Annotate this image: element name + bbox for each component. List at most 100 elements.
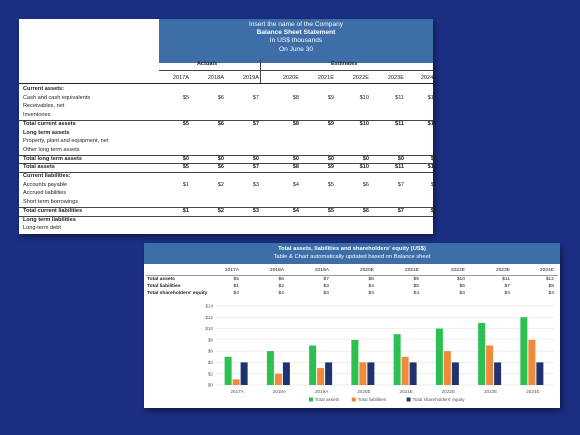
row-value: $0: [327, 155, 334, 162]
y-tick-label: $12: [205, 315, 213, 320]
bar-total-liabilities: [443, 351, 451, 385]
bar-total-assets: [435, 328, 443, 385]
row-value: $8: [292, 120, 299, 127]
summary-row-value: $4: [323, 291, 329, 296]
row-label: Inventories: [23, 112, 51, 119]
row-label: Long term assets: [23, 129, 70, 136]
row-value: $6: [217, 120, 224, 127]
legend-swatch: [406, 397, 411, 402]
bar-total-liabilities: [317, 368, 325, 385]
legend-label: Total assets: [315, 397, 340, 402]
year-header: 2022E: [352, 75, 369, 81]
row-value: $8: [430, 207, 437, 214]
summary-row-value: $4: [278, 291, 284, 296]
summary-row-value: $4: [233, 291, 239, 296]
assets-liabilities-equity-bar-chart: $0 $2 $4 $6 $8 $10 $12 $14 2017A 2018A 2019A 2020E 2…: [205, 304, 554, 402]
statement-title: Balance Sheet Statement: [256, 29, 336, 37]
row-value: $5: [182, 94, 189, 101]
header-bottom-rule: [19, 83, 433, 84]
summary-row-value: $6: [459, 284, 465, 289]
summary-row-value: $1: [233, 284, 239, 289]
row-separator: [19, 154, 433, 156]
y-tick-label: $6: [208, 349, 214, 354]
row-value: $11: [395, 94, 404, 101]
bar-total-shareholders-equity: [367, 362, 375, 385]
row-value: $10: [359, 164, 369, 171]
year-header: 2019A: [242, 75, 259, 81]
row-value: $4: [292, 181, 299, 188]
row-value: $7: [397, 207, 404, 214]
x-tick-label: 2022E: [442, 389, 455, 394]
bar-total-liabilities: [528, 339, 536, 385]
row-value: $8: [292, 164, 299, 171]
summary-row-value: $4: [459, 291, 465, 296]
row-value: $5: [182, 120, 189, 127]
row-value: $0: [217, 155, 224, 162]
summary-row-value: $10: [456, 277, 465, 282]
summary-header-rule: [146, 275, 558, 276]
row-value: $9: [327, 94, 334, 101]
row-label: Other long term assets: [23, 146, 80, 153]
bar-total-shareholders-equity: [240, 362, 248, 385]
row-separator: [19, 172, 433, 173]
summary-chart-sheet: Total assets, liabilities and shareholde…: [144, 243, 560, 408]
x-tick-label: 2024E: [526, 389, 539, 394]
row-separator: [19, 206, 433, 208]
row-value: $3: [252, 181, 259, 188]
row-value: $11: [394, 120, 404, 127]
row-value: $9: [327, 164, 334, 171]
bar-total-assets: [266, 351, 274, 385]
y-tick-label: $4: [208, 360, 214, 365]
bar-total-liabilities: [232, 379, 240, 385]
row-label: Total current liabilities: [23, 207, 83, 214]
row-value: $0: [362, 155, 369, 162]
summary-row-value: $6: [278, 277, 284, 282]
bar-total-assets: [351, 339, 359, 385]
row-value: $0: [292, 155, 299, 162]
summary-row-value: $7: [323, 277, 329, 282]
summary-year-header: 2024E: [539, 268, 554, 273]
row-value: $5: [327, 207, 334, 214]
legend-label: Total liabilities: [358, 397, 387, 402]
legend-swatch: [351, 397, 356, 402]
row-value: $12: [427, 164, 437, 171]
row-label: Receivables, net: [23, 103, 65, 110]
x-tick-label: 2023E: [484, 389, 497, 394]
summary-row-value: $11: [502, 277, 510, 282]
summary-row-value: $4: [368, 284, 374, 289]
row-value: $7: [252, 94, 259, 101]
row-value: $3: [252, 207, 259, 214]
year-header: 2024E: [420, 75, 437, 81]
summary-row-value: $4: [548, 291, 554, 296]
chart-sheet-title: Total assets, liabilities and shareholde…: [278, 246, 426, 252]
row-label: Cash and cash equivalents: [23, 94, 91, 101]
row-value: $5: [182, 164, 189, 171]
row-value: $12: [427, 94, 437, 101]
summary-year-header: 2017A: [224, 268, 239, 273]
row-label: Current liabilities:: [23, 173, 71, 179]
balance-sheet-statement: Insert the name of the Company Balance S…: [19, 19, 437, 234]
bar-total-shareholders-equity: [494, 362, 502, 385]
y-tick-label: $14: [205, 304, 213, 309]
row-value: $6: [217, 94, 224, 101]
row-value: $10: [359, 94, 369, 101]
bar-total-shareholders-equity: [409, 362, 417, 385]
row-value: $5: [327, 181, 334, 188]
legend-swatch: [309, 397, 313, 402]
summary-year-header: 2020E: [359, 268, 374, 273]
bar-total-shareholders-equity: [282, 362, 290, 385]
bar-total-liabilities: [401, 356, 409, 385]
row-value: $1: [182, 207, 189, 214]
row-value: $0: [182, 155, 189, 162]
currency-unit: In US$ thousands: [269, 37, 323, 45]
row-separator: [19, 215, 433, 217]
summary-row-value: $4: [413, 291, 419, 296]
actuals-group-heading: Actuals: [197, 61, 218, 67]
row-value: $6: [217, 164, 224, 171]
chart-sheet-subtitle: Table & Chart automatically updated base…: [273, 254, 431, 260]
bar-total-shareholders-equity: [451, 362, 459, 385]
summary-row-value: $7: [504, 284, 510, 289]
row-label: Total assets: [23, 164, 55, 171]
summary-year-header: 2022E: [450, 268, 465, 273]
summary-year-header: 2023E: [495, 268, 510, 273]
